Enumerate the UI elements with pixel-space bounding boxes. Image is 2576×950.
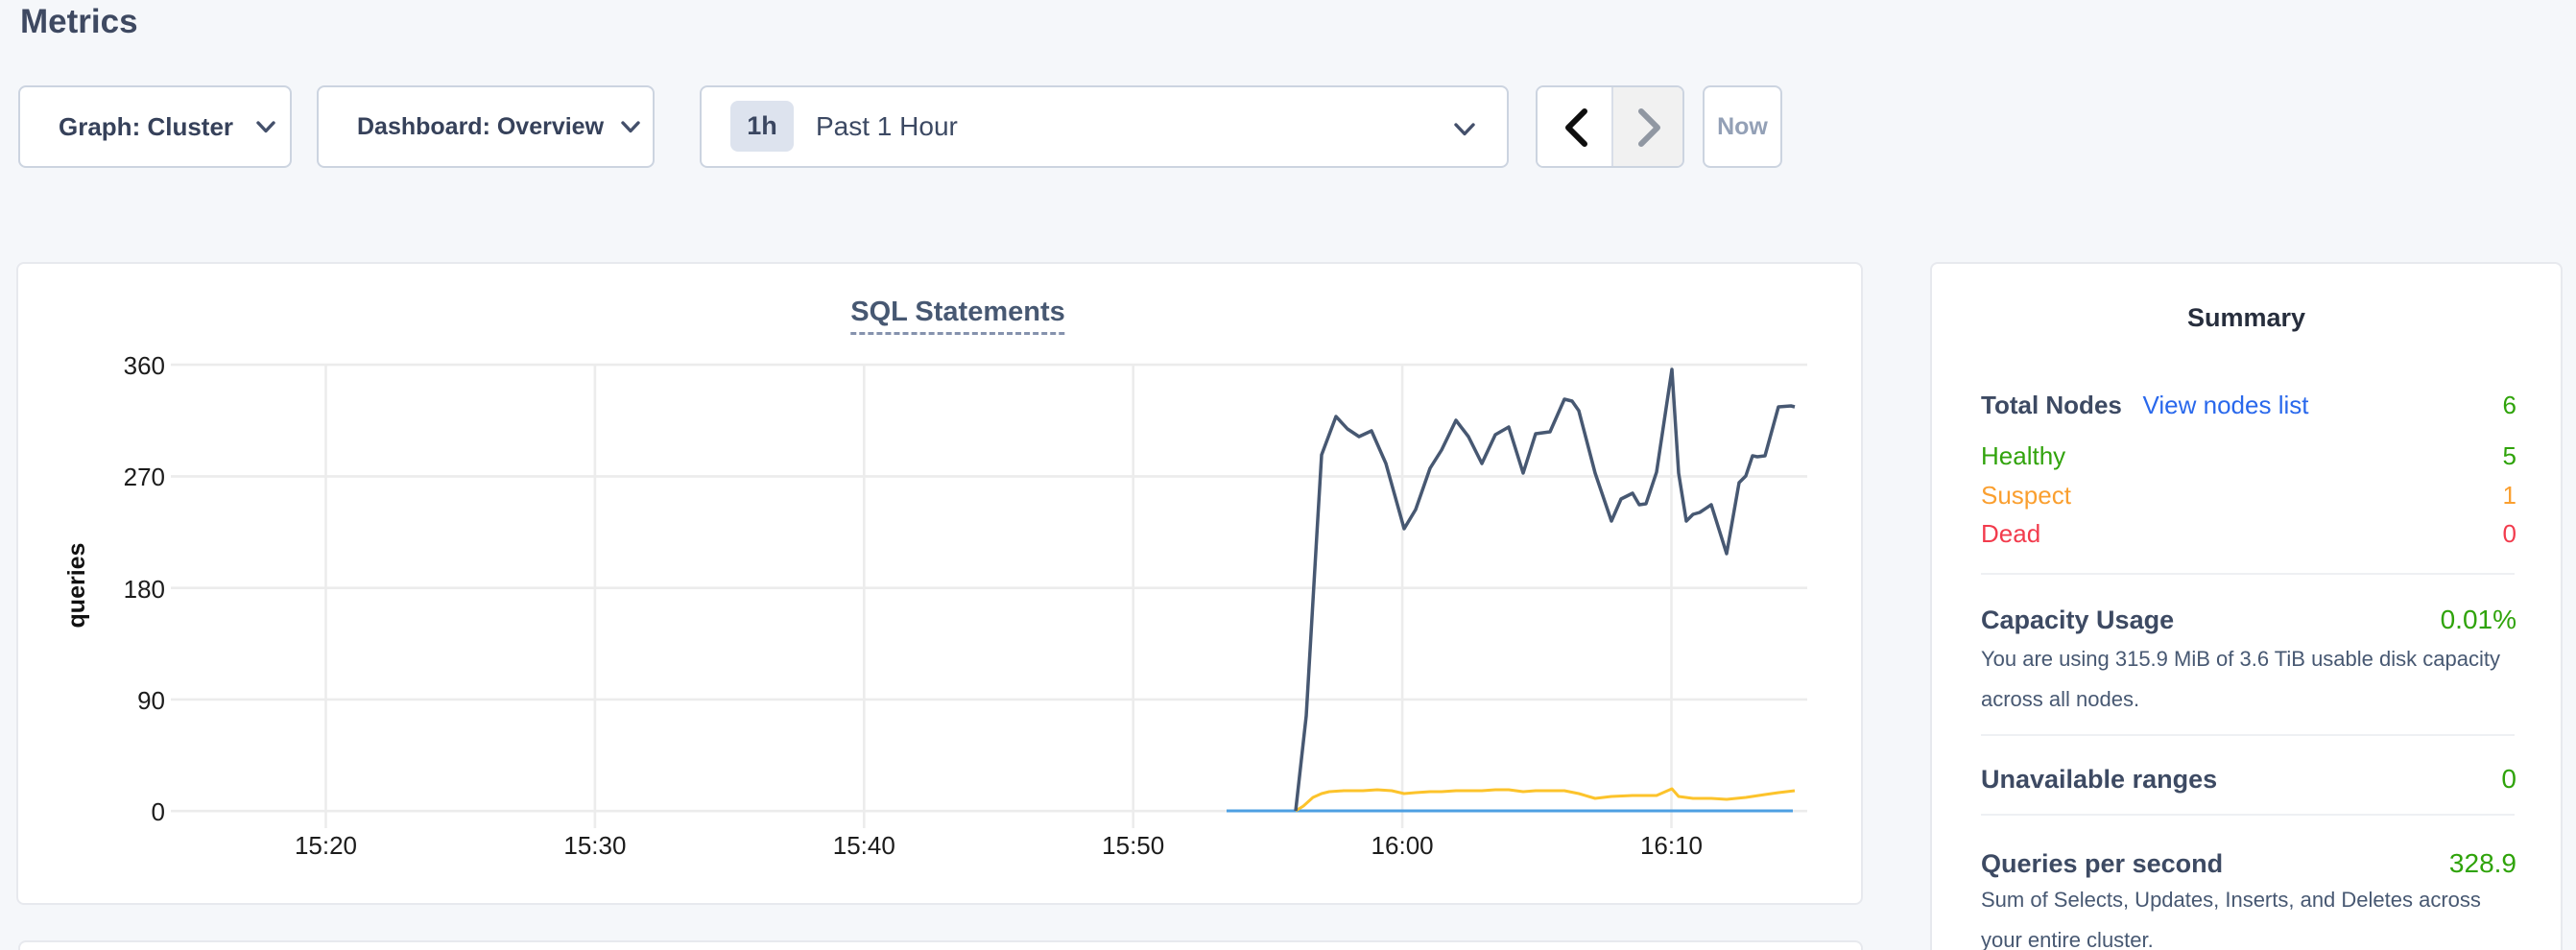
svg-text:15:40: 15:40 <box>833 831 895 860</box>
svg-text:270: 270 <box>124 463 165 491</box>
svg-text:16:10: 16:10 <box>1640 831 1703 860</box>
svg-text:15:50: 15:50 <box>1102 831 1164 860</box>
svg-text:16:00: 16:00 <box>1371 831 1434 860</box>
svg-text:360: 360 <box>124 351 165 380</box>
svg-text:15:30: 15:30 <box>563 831 626 860</box>
svg-text:180: 180 <box>124 575 165 604</box>
svg-text:15:20: 15:20 <box>295 831 357 860</box>
svg-text:90: 90 <box>137 686 165 715</box>
svg-text:0: 0 <box>152 797 165 826</box>
svg-text:queries: queries <box>63 543 90 629</box>
